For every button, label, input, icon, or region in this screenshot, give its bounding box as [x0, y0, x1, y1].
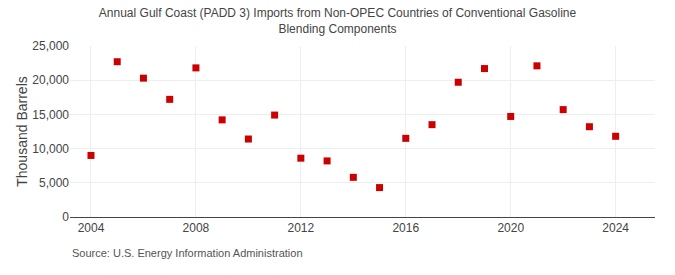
svg-text:2020: 2020 — [497, 221, 524, 235]
svg-text:Source: U.S. Energy Informatio: Source: U.S. Energy Information Administ… — [72, 247, 303, 259]
svg-text:2012: 2012 — [287, 221, 314, 235]
svg-text:2004: 2004 — [78, 221, 105, 235]
svg-text:2008: 2008 — [183, 221, 210, 235]
svg-text:Thousand Barrels: Thousand Barrels — [14, 76, 30, 187]
svg-text:15,000: 15,000 — [32, 108, 69, 122]
svg-text:2016: 2016 — [392, 221, 419, 235]
svg-text:2024: 2024 — [602, 221, 629, 235]
svg-text:20,000: 20,000 — [32, 73, 69, 87]
svg-text:10,000: 10,000 — [32, 142, 69, 156]
svg-text:0: 0 — [62, 210, 69, 224]
svg-text:5,000: 5,000 — [39, 176, 69, 190]
svg-text:25,000: 25,000 — [32, 39, 69, 53]
svg-text:Annual Gulf Coast (PADD 3) Imp: Annual Gulf Coast (PADD 3) Imports from … — [99, 6, 577, 36]
